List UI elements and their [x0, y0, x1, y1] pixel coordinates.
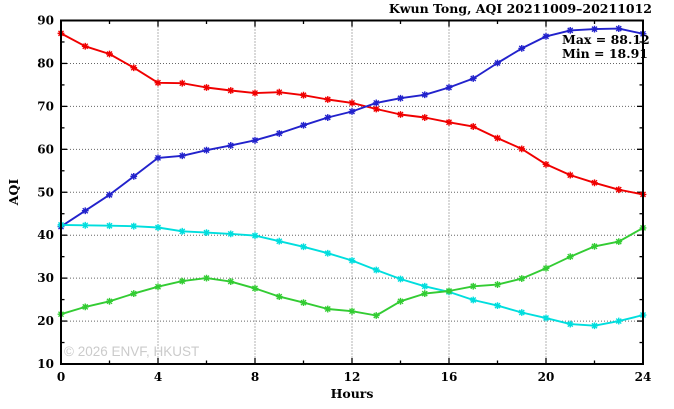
x-tick-label: 16 [441, 370, 458, 384]
y-tick-label: 50 [37, 185, 54, 199]
y-tick-label: 30 [37, 271, 54, 285]
data-series [57, 25, 647, 330]
y-tick-label: 60 [37, 142, 54, 156]
y-tick-label: 20 [37, 314, 54, 328]
grid-lines [61, 20, 643, 364]
x-tick-label: 24 [635, 370, 652, 384]
blue-series-group [57, 25, 647, 230]
x-tick-label: 0 [57, 370, 65, 384]
green-series-markers [57, 224, 647, 319]
watermark: © 2026 ENVF, HKUST [64, 344, 199, 359]
y-tick-label: 10 [37, 357, 54, 371]
green-series-group [57, 224, 647, 319]
min-annotation: Min = 18.91 [562, 46, 648, 61]
green-series-line [60, 227, 644, 317]
y-tick-label: 40 [37, 228, 54, 242]
x-tick-label: 20 [538, 370, 555, 384]
y-axis-label: AQI [6, 179, 21, 207]
blue-series-line [60, 27, 644, 228]
x-axis-label: Hours [331, 386, 374, 401]
axis-tick-labels: 0 4 8 12 16 20 24 10 20 30 40 50 60 70 80 90 [37, 14, 651, 385]
plot-border [60, 19, 644, 365]
blue-series-markers [57, 25, 647, 230]
x-tick-label: 8 [251, 370, 259, 384]
x-tick-label: 4 [154, 370, 162, 384]
max-annotation: Max = 88.12 [562, 32, 650, 47]
y-tick-label: 90 [37, 14, 54, 28]
y-tick-label: 80 [37, 56, 54, 70]
x-tick-label: 12 [344, 370, 361, 384]
chart-title: Kwun Tong, AQI 20211009–20211012 [389, 1, 652, 16]
y-tick-label: 70 [37, 99, 54, 113]
